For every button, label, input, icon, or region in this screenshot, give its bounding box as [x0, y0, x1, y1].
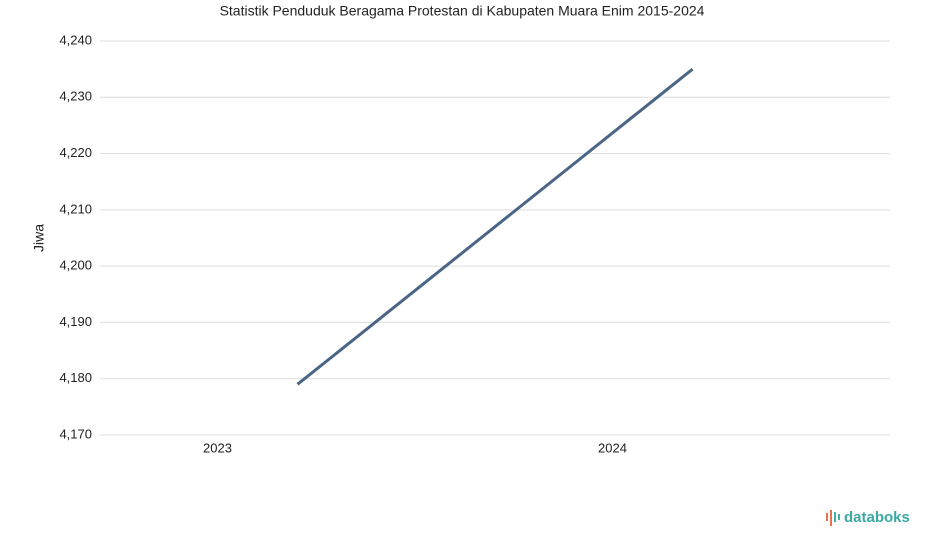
y-tick-label: 4,180: [59, 370, 92, 385]
chart-title: Statistik Penduduk Beragama Protestan di…: [220, 3, 705, 19]
y-tick-label: 4,170: [59, 426, 92, 441]
y-tick-label: 4,190: [59, 314, 92, 329]
x-tick-label: 2024: [598, 440, 627, 455]
y-tick-label: 4,210: [59, 201, 92, 216]
x-tick-label: 2023: [203, 440, 232, 455]
y-tick-label: 4,220: [59, 145, 92, 160]
logo: databoks: [826, 509, 910, 526]
y-tick-label: 4,230: [59, 89, 92, 104]
y-axis-label: Jiwa: [31, 224, 47, 252]
data-line: [296, 67, 694, 386]
watermark: databoks: [844, 509, 910, 526]
y-tick-label: 4,200: [59, 258, 92, 273]
y-tick-label: 4,240: [59, 32, 92, 47]
